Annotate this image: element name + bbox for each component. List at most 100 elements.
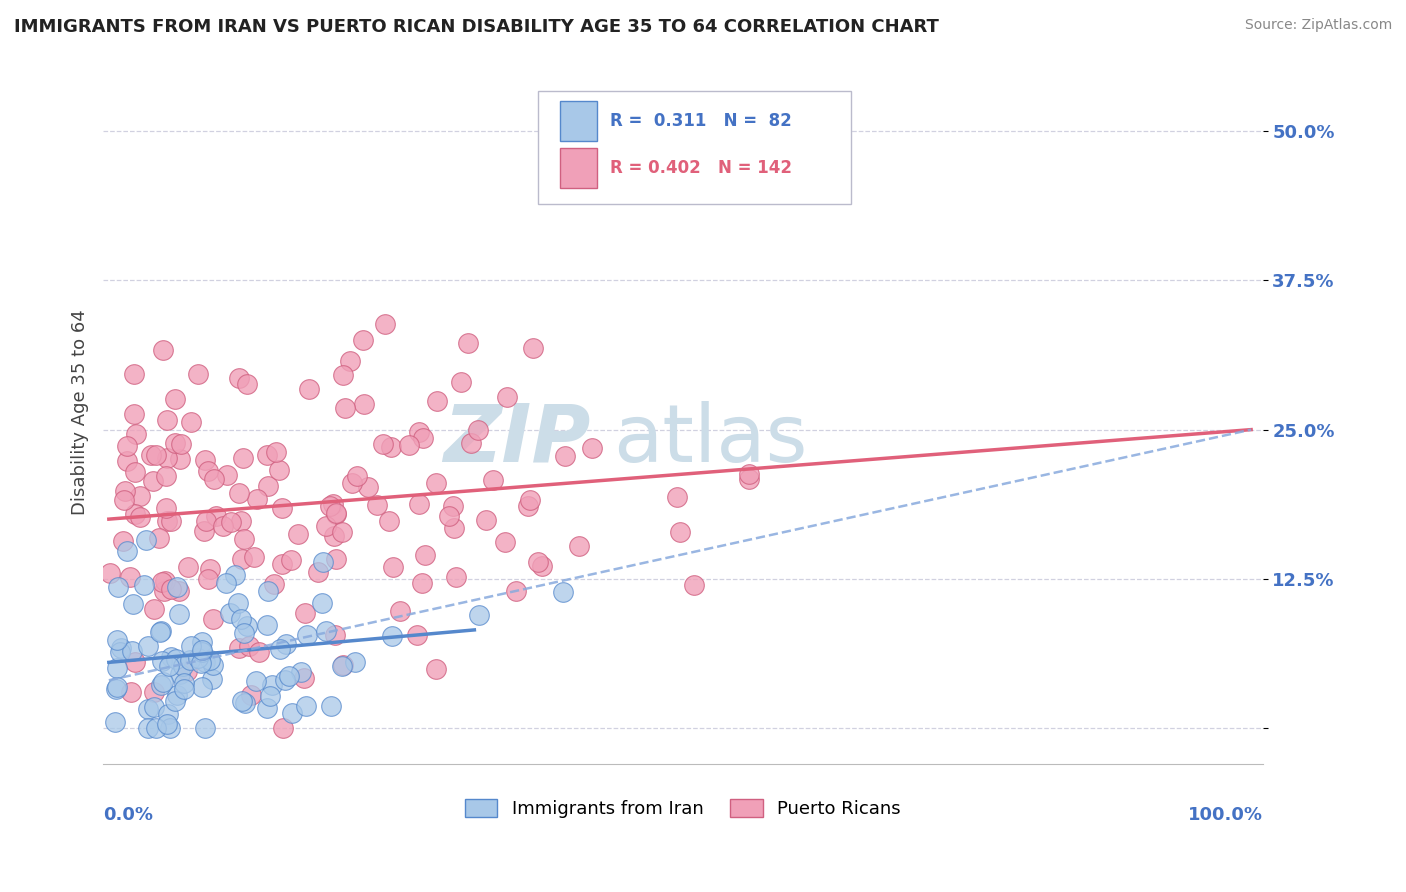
Puerto Ricans [315,519,337,533]
Puerto Ricans [292,671,315,685]
Puerto Ricans [527,555,550,569]
Puerto Ricans [332,368,354,382]
Puerto Ricans [233,532,256,546]
Immigrants from Iran [179,653,201,667]
Immigrants from Iran [295,699,318,714]
Puerto Ricans [169,451,191,466]
Text: ZIP: ZIP [443,401,591,479]
Puerto Ricans [377,514,399,528]
Puerto Ricans [141,448,163,462]
Puerto Ricans [437,509,460,524]
Puerto Ricans [156,413,179,427]
Immigrants from Iran [187,651,209,665]
FancyBboxPatch shape [560,101,598,141]
Puerto Ricans [232,450,254,465]
Puerto Ricans [568,539,591,553]
Puerto Ricans [446,570,468,584]
Puerto Ricans [143,685,166,699]
Immigrants from Iran [157,658,180,673]
Puerto Ricans [380,440,402,454]
Immigrants from Iran [226,596,249,610]
Puerto Ricans [352,333,374,347]
Puerto Ricans [426,394,449,409]
Immigrants from Iran [169,667,191,681]
Puerto Ricans [204,509,226,524]
Puerto Ricans [298,382,321,396]
Puerto Ricans [294,606,316,620]
Puerto Ricans [412,431,434,445]
Immigrants from Iran [194,655,217,669]
Immigrants from Iran [134,578,156,592]
Puerto Ricans [124,507,146,521]
Puerto Ricans [271,558,294,572]
Puerto Ricans [381,560,404,574]
Puerto Ricans [531,558,554,573]
Immigrants from Iran [256,617,278,632]
Puerto Ricans [143,602,166,616]
Immigrants from Iran [236,619,259,633]
Puerto Ricans [219,515,242,529]
Immigrants from Iran [245,673,267,688]
Puerto Ricans [193,524,215,539]
Puerto Ricans [120,685,142,699]
Puerto Ricans [408,425,430,439]
Immigrants from Iran [166,688,188,702]
Puerto Ricans [228,370,250,384]
Immigrants from Iran [180,639,202,653]
Puerto Ricans [180,415,202,429]
Legend: Immigrants from Iran, Puerto Ricans: Immigrants from Iran, Puerto Ricans [457,791,908,825]
Immigrants from Iran [105,681,128,696]
Puerto Ricans [581,441,603,455]
Immigrants from Iran [274,637,297,651]
Immigrants from Iran [173,681,195,696]
Immigrants from Iran [149,624,172,639]
Immigrants from Iran [224,568,246,582]
Puerto Ricans [271,721,294,735]
Puerto Ricans [153,574,176,588]
Puerto Ricans [122,407,145,421]
Immigrants from Iran [107,580,129,594]
Immigrants from Iran [150,654,173,668]
Puerto Ricans [408,497,430,511]
Text: 100.0%: 100.0% [1188,806,1263,824]
Puerto Ricans [243,549,266,564]
Puerto Ricans [339,354,361,368]
Immigrants from Iran [281,706,304,721]
Puerto Ricans [389,603,412,617]
Immigrants from Iran [219,607,242,621]
Puerto Ricans [475,513,498,527]
Puerto Ricans [270,501,292,516]
Puerto Ricans [398,438,420,452]
Immigrants from Iran [290,665,312,679]
Y-axis label: Disability Age 35 to 64: Disability Age 35 to 64 [72,309,89,515]
Immigrants from Iran [330,659,353,673]
Immigrants from Iran [169,607,191,621]
Puerto Ricans [494,534,516,549]
Immigrants from Iran [136,721,159,735]
Puerto Ricans [332,658,354,673]
Puerto Ricans [125,427,148,442]
Immigrants from Iran [165,652,187,666]
Puerto Ricans [522,341,544,355]
Immigrants from Iran [110,640,132,655]
Puerto Ricans [228,641,250,656]
Immigrants from Iran [157,706,180,721]
Puerto Ricans [198,562,221,576]
Immigrants from Iran [105,661,128,675]
Immigrants from Iran [159,649,181,664]
Immigrants from Iran [194,721,217,735]
Text: R = 0.402   N = 142: R = 0.402 N = 142 [610,160,792,178]
Puerto Ricans [247,645,270,659]
Puerto Ricans [366,498,388,512]
Puerto Ricans [124,655,146,669]
Puerto Ricans [160,582,183,597]
Immigrants from Iran [277,669,299,683]
Puerto Ricans [357,480,380,494]
Immigrants from Iran [104,714,127,729]
Puerto Ricans [669,525,692,540]
Immigrants from Iran [468,608,491,623]
Puerto Ricans [441,499,464,513]
Text: R =  0.311   N =  82: R = 0.311 N = 82 [610,112,792,130]
Puerto Ricans [165,392,187,406]
Immigrants from Iran [152,675,174,690]
